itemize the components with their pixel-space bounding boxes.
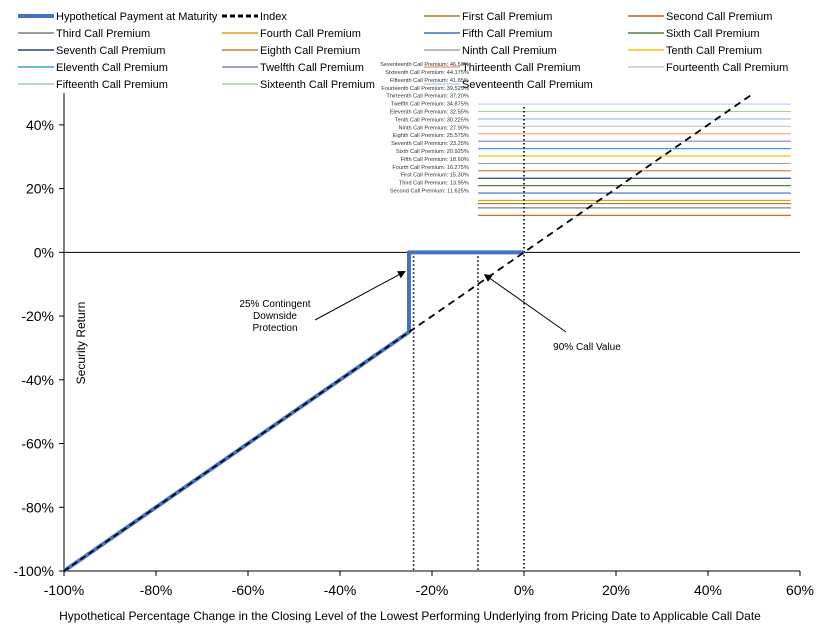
call-premium-label: Eighth Call Premium: 25.575% [393,133,469,139]
legend-label: Tenth Call Premium [666,45,762,57]
legend: Hypothetical Payment at Maturity Index Fir… [18,11,788,91]
legend-item: Eighth Call Premium [222,45,360,57]
legend-item: Tenth Call Premium [628,45,762,57]
y-tick-label: 20% [26,181,54,197]
y-tick-label: -20% [21,308,54,324]
legend-label: Hypothetical Payment at Maturity [56,11,218,23]
legend-item: Seventeenth Call Premium [424,79,593,91]
legend-item: Sixth Call Premium [628,28,760,40]
x-tick-label: -60% [232,582,265,598]
y-tick-label: 0% [34,244,54,260]
legend-label: Eighth Call Premium [260,45,360,57]
annotation-arrow [314,270,406,321]
legend-label: Fifteenth Call Premium [56,79,168,91]
payment-at-maturity-line [62,250,524,573]
legend-label: Ninth Call Premium [462,45,557,57]
call-premium-label: Fifth Call Premium: 18.60% [401,157,469,163]
legend-label: Seventeenth Call Premium [462,79,593,91]
legend-label: Fifth Call Premium [462,28,552,40]
x-tick-label: 60% [786,582,814,598]
legend-label: Index [260,11,287,23]
x-axis-title: Hypothetical Percentage Change in the Cl… [59,609,761,623]
call-premium-label: Fifteenth Call Premium: 41.85% [390,78,469,84]
index-line [408,92,755,333]
legend-item: Seventh Call Premium [18,45,165,57]
legend-item: First Call Premium [424,11,552,23]
annotation-arrow [483,274,567,333]
y-tick-label: -80% [21,499,54,515]
y-tick-label: -40% [21,372,54,388]
legend-item: Index [222,11,287,23]
call-premium-label: Fourth Call Premium: 16.275% [392,165,469,171]
x-tick-label: -40% [324,582,357,598]
x-tick-label: -100% [44,582,84,598]
legend-label: Eleventh Call Premium [56,62,168,74]
y-tick-label: 40% [26,117,54,133]
legend-label: Third Call Premium [56,28,150,40]
call-premium-label: Seventeenth Call Premium: 46.50% [380,62,469,68]
legend-item: Second Call Premium [628,11,772,23]
legend-label: Fourteenth Call Premium [666,62,788,74]
call-premium-label: Fourteenth Call Premium: 39.525% [381,86,468,92]
call-premium-label: Sixth Call Premium: 20.925% [396,149,469,155]
x-tick-label: -20% [416,582,449,598]
legend-label: Second Call Premium [666,11,772,23]
call-premium-label: Twelfth Call Premium: 34.875% [391,102,469,108]
legend-item: Ninth Call Premium [424,45,557,57]
legend-label: Fourth Call Premium [260,28,361,40]
legend-label: Thirteenth Call Premium [462,62,581,74]
call-premium-label: Eleventh Call Premium: 32.55% [390,110,469,116]
legend-item: Fourth Call Premium [222,28,361,40]
call-premium-label: Tenth Call Premium: 30.225% [395,117,469,123]
legend-item: Fifth Call Premium [424,28,552,40]
legend-item: Sixteenth Call Premium [222,79,375,91]
call-premium-label: Sixteenth Call Premium: 44.175% [385,70,469,76]
legend-label: Sixteenth Call Premium [260,79,375,91]
legend-label: Twelfth Call Premium [260,62,364,74]
legend-item: Eleventh Call Premium [18,62,168,74]
axes: -100% -80% -60% -40% -20% 0% 20% 40% -100% -80% -6… [14,93,814,598]
x-tick-label: 40% [694,582,722,598]
call-premium-label: Third Call Premium: 13.95% [399,181,469,187]
legend-item: Twelfth Call Premium [222,62,364,74]
series [62,92,755,573]
annotation-text: Protection [252,323,297,334]
y-tick-label: -100% [14,563,54,579]
x-tick-label: 20% [602,582,630,598]
legend-item: Hypothetical Payment at Maturity [18,11,218,23]
annotation-text: Downside [253,311,297,322]
legend-item: Thirteenth Call Premium [424,62,581,74]
x-tick-label: 0% [514,582,534,598]
x-tick-label: -80% [140,582,173,598]
call-premium-label: Thirteenth Call Premium: 37.20% [386,94,468,100]
call-premium-label: Ninth Call Premium: 27.90% [399,125,469,131]
annotation-text: 25% Contingent [239,299,310,310]
legend-label: First Call Premium [462,11,552,23]
call-premium-lines [478,103,791,216]
legend-label: Sixth Call Premium [666,28,760,40]
annotation-call-value: 90% Call Value [483,274,621,353]
legend-item: Fourteenth Call Premium [628,62,788,74]
legend-label: Seventh Call Premium [56,45,165,57]
call-premium-label: Second Call Premium: 11.625% [390,189,469,195]
legend-item: Fifteenth Call Premium [18,79,168,91]
call-premium-labels: Second Call Premium: 11.625% Third Call P… [380,62,469,194]
legend-item: Third Call Premium [18,28,150,40]
call-premium-label: First Call Premium: 15.30% [401,173,469,179]
annotation-text: 90% Call Value [553,342,621,353]
y-tick-label: -60% [21,436,54,452]
vertical-markers [412,107,525,571]
call-premium-label: Seventh Call Premium: 23.25% [391,141,469,147]
y-axis-title: Security Return [74,302,88,385]
